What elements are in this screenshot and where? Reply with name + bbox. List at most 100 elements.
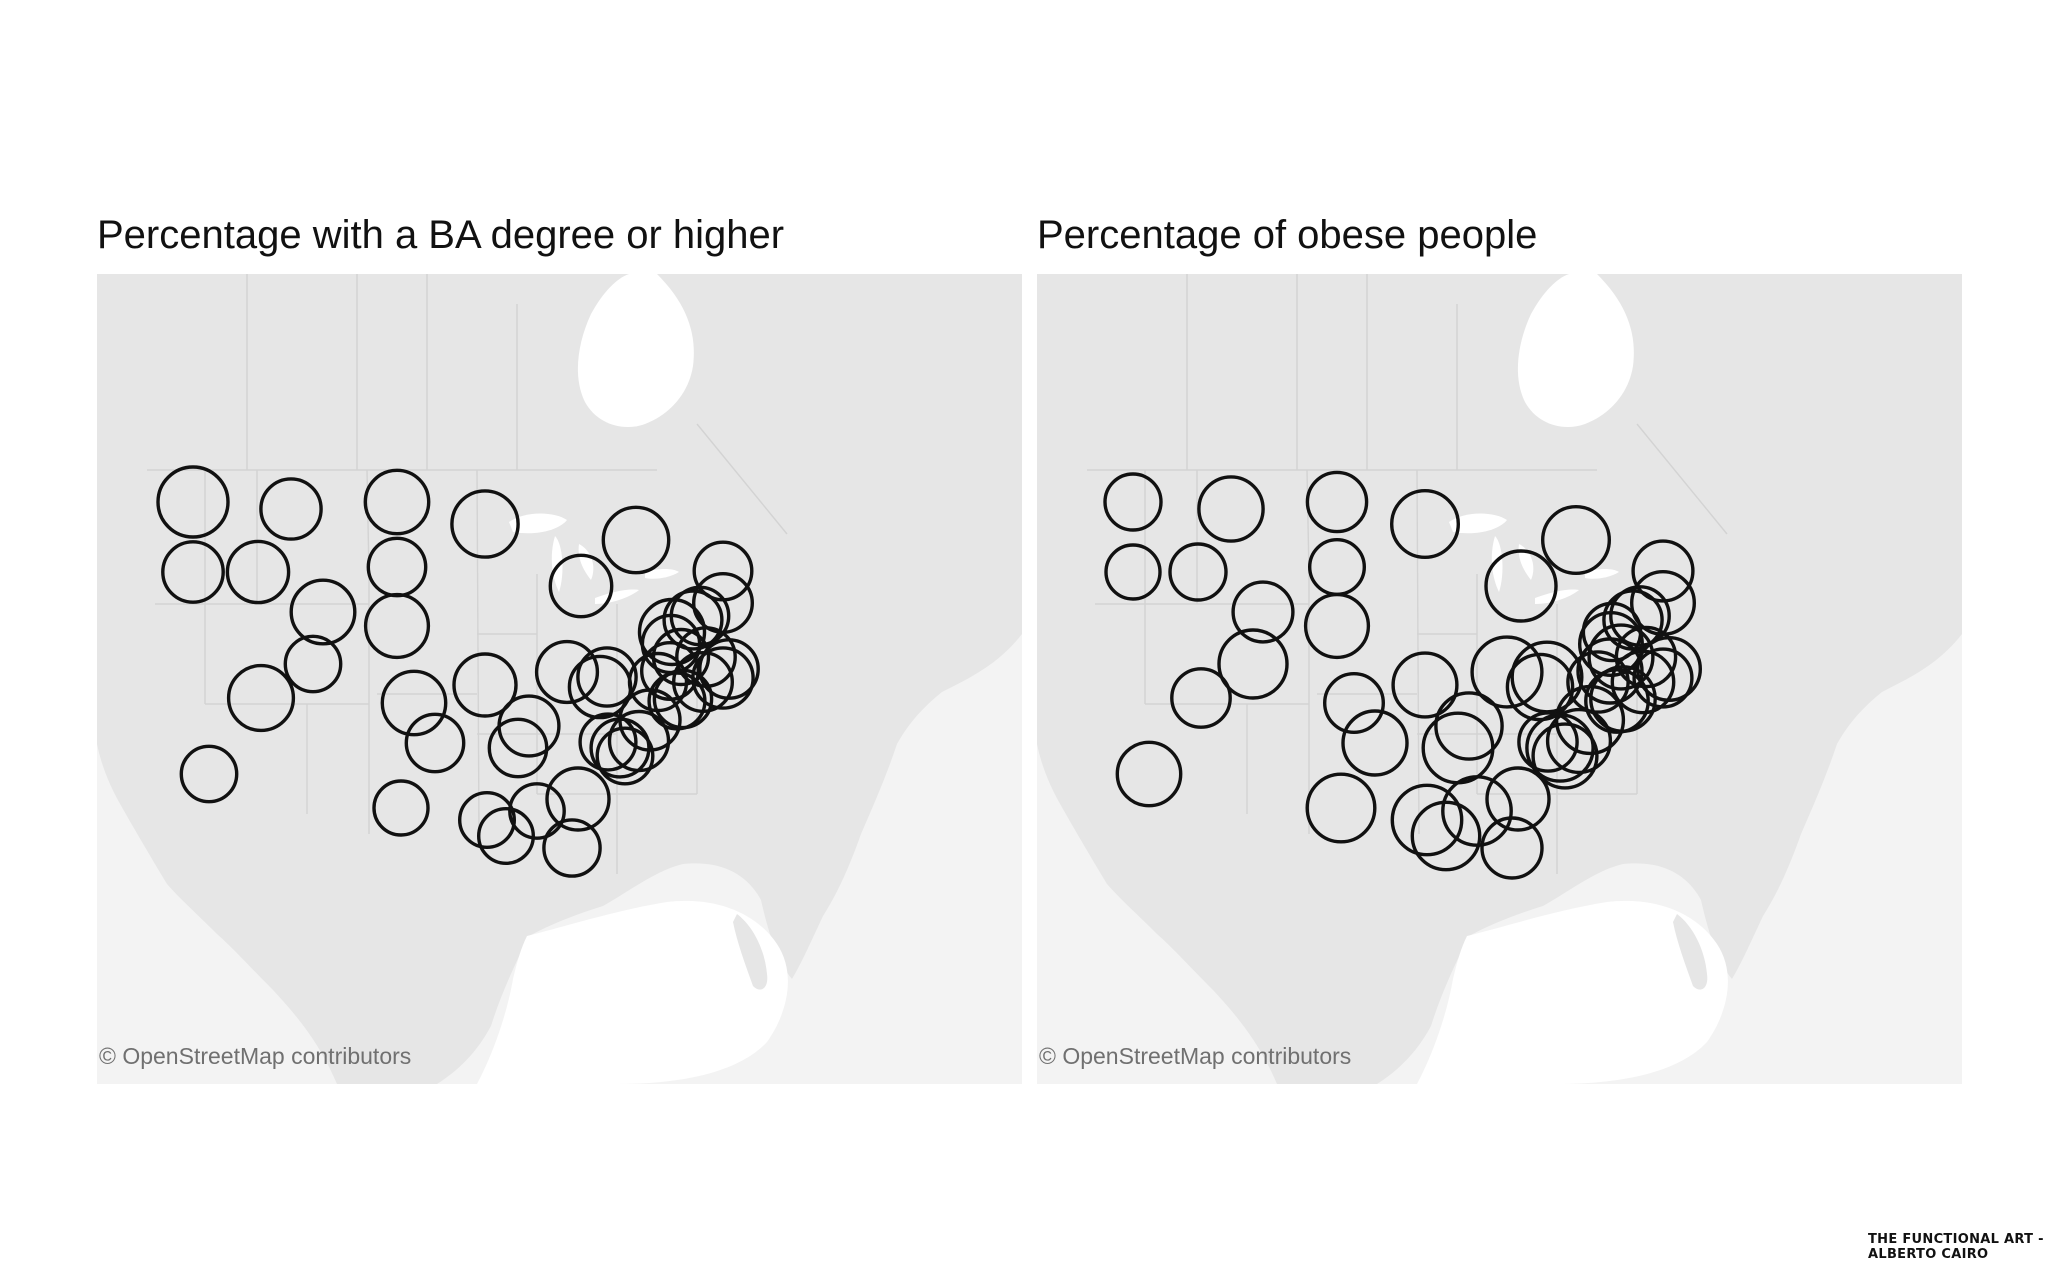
state-circle[interactable] <box>1341 709 1409 777</box>
state-circle[interactable] <box>497 694 561 758</box>
florida-peninsula <box>733 914 768 990</box>
state-circle[interactable] <box>542 818 602 878</box>
state-circle[interactable] <box>548 553 614 619</box>
state-circle[interactable] <box>450 489 520 559</box>
state-circle[interactable] <box>1531 722 1599 790</box>
land-mass <box>1037 274 1962 1084</box>
state-circle[interactable] <box>1390 783 1464 857</box>
state-circle[interactable] <box>692 540 754 602</box>
state-circle[interactable] <box>1168 542 1228 602</box>
state-circle[interactable] <box>545 766 611 832</box>
state-circle[interactable] <box>1545 707 1613 775</box>
state-circle[interactable] <box>1103 472 1163 532</box>
state-circle[interactable] <box>601 505 671 575</box>
credit-line-2: ALBERTO CAIRO <box>1868 1247 1989 1262</box>
basemap-obesity <box>1037 274 1962 1084</box>
state-circle[interactable] <box>1587 623 1655 691</box>
state-circle[interactable] <box>578 712 638 772</box>
map-education[interactable]: © OpenStreetMap contributors <box>97 274 1022 1084</box>
state-circle[interactable] <box>1631 539 1695 603</box>
state-circle[interactable] <box>452 652 518 718</box>
lake-huron <box>1518 544 1534 580</box>
boundary-line <box>696 423 788 535</box>
hudson-bay <box>577 274 694 428</box>
boundary-line <box>476 469 480 835</box>
circle-layer <box>1103 470 1703 880</box>
state-circle[interactable] <box>1517 711 1579 773</box>
state-circle[interactable] <box>380 669 448 737</box>
state-circle[interactable] <box>363 592 431 660</box>
lake-michigan <box>1491 536 1503 592</box>
state-circle[interactable] <box>534 639 600 705</box>
map-attribution[interactable]: © OpenStreetMap contributors <box>1039 1043 1352 1069</box>
state-circle[interactable] <box>1197 475 1265 543</box>
map-title-obesity: Percentage of obese people <box>1037 212 1538 257</box>
state-circle[interactable] <box>226 663 296 733</box>
gulf-of-mexico <box>477 900 788 1084</box>
state-circle[interactable] <box>283 634 343 694</box>
state-circle[interactable] <box>1104 543 1162 601</box>
map-obesity[interactable]: © OpenStreetMap contributors <box>1037 274 1962 1084</box>
state-circle[interactable] <box>1323 672 1386 735</box>
state-circle[interactable] <box>1410 800 1482 872</box>
state-circle[interactable] <box>259 477 323 541</box>
state-circle[interactable] <box>179 744 239 804</box>
basemap-education <box>97 274 1022 1084</box>
state-circle[interactable] <box>1480 816 1544 880</box>
state-circle[interactable] <box>508 782 566 840</box>
state-circle[interactable] <box>477 807 536 866</box>
hudson-bay <box>1517 274 1634 428</box>
state-circle[interactable] <box>1434 691 1504 761</box>
credit-line-1: THE FUNCTIONAL ART - <box>1868 1232 2044 1247</box>
basemap-layer <box>97 274 1022 1084</box>
state-circle[interactable] <box>1485 766 1551 832</box>
state-circle[interactable] <box>1305 772 1377 844</box>
credit-text: THE FUNCTIONAL ART - ALBERTO CAIRO <box>1868 1232 2044 1262</box>
florida-peninsula <box>1673 914 1708 990</box>
state-circle[interactable] <box>372 779 430 837</box>
state-circle[interactable] <box>458 791 517 850</box>
state-circle[interactable] <box>1305 470 1369 534</box>
state-circle[interactable] <box>289 578 357 646</box>
state-circle[interactable] <box>1391 651 1459 719</box>
state-circle[interactable] <box>595 726 655 786</box>
state-circle[interactable] <box>1609 585 1671 647</box>
state-circle[interactable] <box>651 627 711 687</box>
state-circle[interactable] <box>692 572 755 635</box>
map-attribution[interactable]: © OpenStreetMap contributors <box>99 1043 412 1069</box>
state-circle[interactable] <box>161 540 225 604</box>
state-circle[interactable] <box>640 613 702 675</box>
lake-ontario <box>645 569 679 579</box>
state-circle[interactable] <box>1470 635 1544 709</box>
basemap-layer <box>1037 274 1962 1084</box>
state-circle[interactable] <box>691 646 755 710</box>
state-circle[interactable] <box>1217 628 1289 700</box>
state-circle[interactable] <box>1632 647 1694 709</box>
lake-superior <box>509 513 567 534</box>
lake-ontario <box>1585 569 1619 579</box>
state-circle[interactable] <box>404 712 466 774</box>
lake-huron <box>578 544 594 580</box>
state-circle[interactable] <box>1541 504 1612 575</box>
state-circle[interactable] <box>627 651 689 713</box>
boundary-line <box>1416 469 1420 835</box>
state-circle[interactable] <box>225 539 291 605</box>
state-circle[interactable] <box>662 589 724 651</box>
lake-superior <box>1449 513 1507 534</box>
state-circle[interactable] <box>1630 570 1697 637</box>
boundary-line <box>1636 423 1728 535</box>
state-circle[interactable] <box>1170 667 1232 729</box>
state-circle[interactable] <box>576 646 638 708</box>
state-circle[interactable] <box>1115 740 1183 808</box>
state-circle[interactable] <box>1484 549 1558 623</box>
state-circle[interactable] <box>1578 611 1645 678</box>
state-circle[interactable] <box>1303 592 1371 660</box>
state-circle[interactable] <box>156 465 230 539</box>
state-circle[interactable] <box>1231 580 1295 644</box>
lake-erie <box>595 589 639 604</box>
lake-erie <box>1535 589 1579 604</box>
state-circle[interactable] <box>607 709 671 773</box>
state-circle[interactable] <box>1390 488 1461 559</box>
state-circle[interactable] <box>363 468 431 536</box>
circle-layer <box>156 465 760 878</box>
